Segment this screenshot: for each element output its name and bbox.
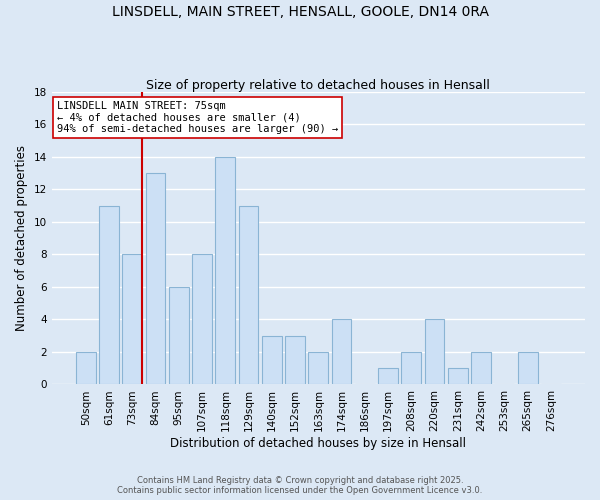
Bar	[448, 368, 468, 384]
Bar	[99, 206, 119, 384]
Bar	[192, 254, 212, 384]
Bar	[401, 352, 421, 384]
Bar	[239, 206, 259, 384]
Text: LINSDELL MAIN STREET: 75sqm
← 4% of detached houses are smaller (4)
94% of semi-: LINSDELL MAIN STREET: 75sqm ← 4% of deta…	[57, 101, 338, 134]
Bar	[425, 320, 445, 384]
X-axis label: Distribution of detached houses by size in Hensall: Distribution of detached houses by size …	[170, 437, 466, 450]
Bar	[378, 368, 398, 384]
Bar	[308, 352, 328, 384]
Bar	[471, 352, 491, 384]
Text: Contains HM Land Registry data © Crown copyright and database right 2025.
Contai: Contains HM Land Registry data © Crown c…	[118, 476, 482, 495]
Y-axis label: Number of detached properties: Number of detached properties	[15, 145, 28, 331]
Title: Size of property relative to detached houses in Hensall: Size of property relative to detached ho…	[146, 79, 490, 92]
Bar	[332, 320, 352, 384]
Bar	[262, 336, 282, 384]
Text: LINSDELL, MAIN STREET, HENSALL, GOOLE, DN14 0RA: LINSDELL, MAIN STREET, HENSALL, GOOLE, D…	[112, 5, 488, 19]
Bar	[122, 254, 142, 384]
Bar	[169, 287, 188, 384]
Bar	[518, 352, 538, 384]
Bar	[76, 352, 95, 384]
Bar	[215, 157, 235, 384]
Bar	[146, 173, 166, 384]
Bar	[285, 336, 305, 384]
